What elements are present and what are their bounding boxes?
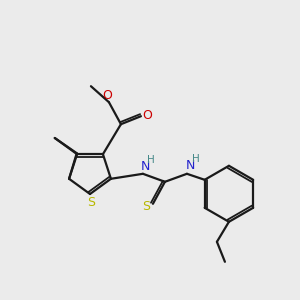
Text: S: S bbox=[87, 196, 95, 208]
Text: N: N bbox=[186, 159, 196, 172]
Text: N: N bbox=[141, 160, 151, 173]
Text: H: H bbox=[192, 154, 200, 164]
Text: S: S bbox=[142, 200, 150, 213]
Text: H: H bbox=[147, 155, 155, 165]
Text: O: O bbox=[142, 109, 152, 122]
Text: O: O bbox=[102, 89, 112, 102]
